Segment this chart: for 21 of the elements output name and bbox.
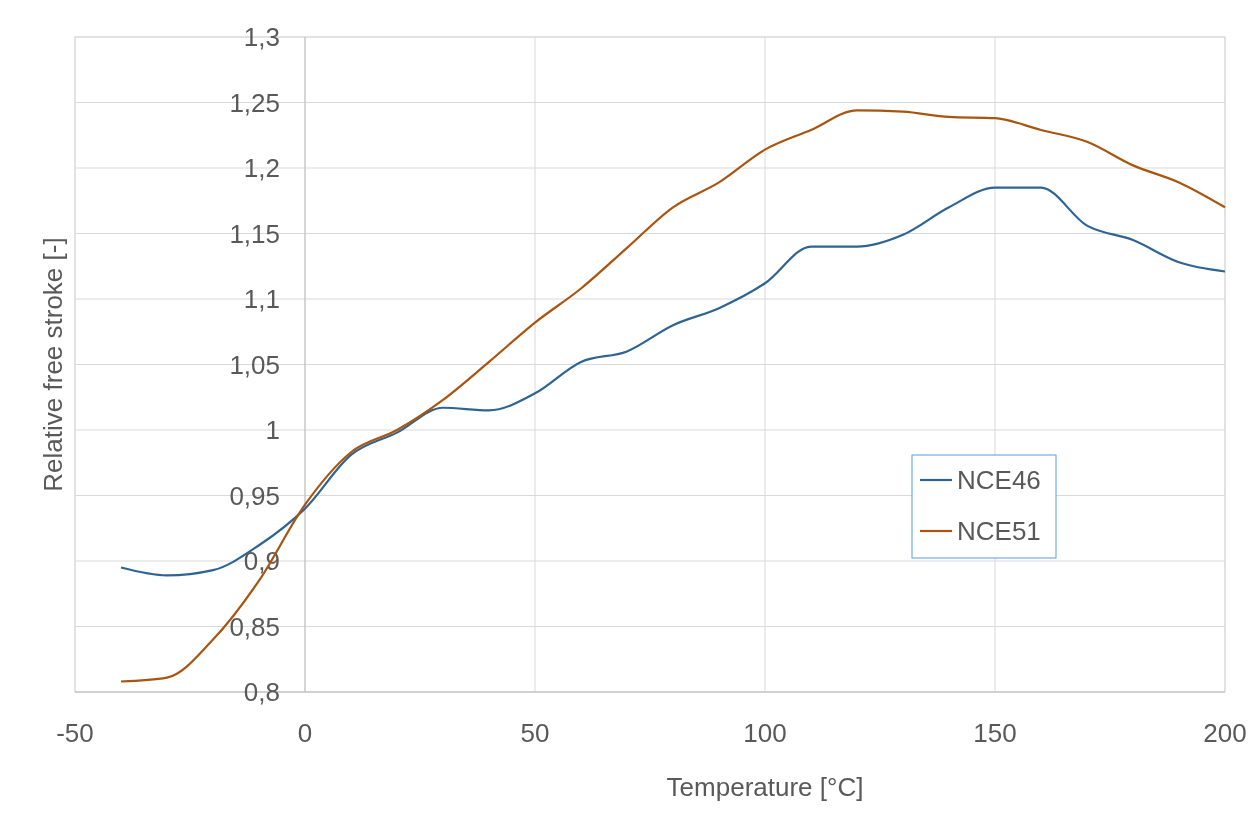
x-axis-title: Temperature [°C] bbox=[666, 772, 864, 802]
y-tick-label: 1,15 bbox=[229, 218, 280, 249]
y-tick-label: 0,95 bbox=[229, 480, 280, 511]
x-tick-label: 50 bbox=[520, 718, 550, 748]
legend-label: NCE46 bbox=[957, 465, 1041, 496]
y-tick-label: 1,3 bbox=[243, 22, 280, 53]
x-tick-label: 200 bbox=[1203, 718, 1247, 748]
y-axis-title: Relative free stroke [-] bbox=[38, 237, 68, 492]
y-tick-label: 0,8 bbox=[243, 677, 280, 708]
y-tick-label: 1,25 bbox=[229, 87, 280, 118]
x-tick-label: 150 bbox=[973, 718, 1017, 748]
y-tick-label: 1 bbox=[265, 415, 280, 446]
legend-label: NCE51 bbox=[957, 516, 1041, 547]
y-tick-label: 1,2 bbox=[243, 153, 280, 184]
x-tick-label: 100 bbox=[743, 718, 787, 748]
y-tick-label: 1,05 bbox=[229, 349, 280, 380]
y-tick-label: 1,1 bbox=[243, 284, 280, 315]
x-tick-label: -50 bbox=[56, 718, 94, 748]
y-tick-label: 0,85 bbox=[229, 611, 280, 642]
x-tick-label: 0 bbox=[297, 718, 313, 748]
line-series bbox=[119, 186, 1227, 577]
